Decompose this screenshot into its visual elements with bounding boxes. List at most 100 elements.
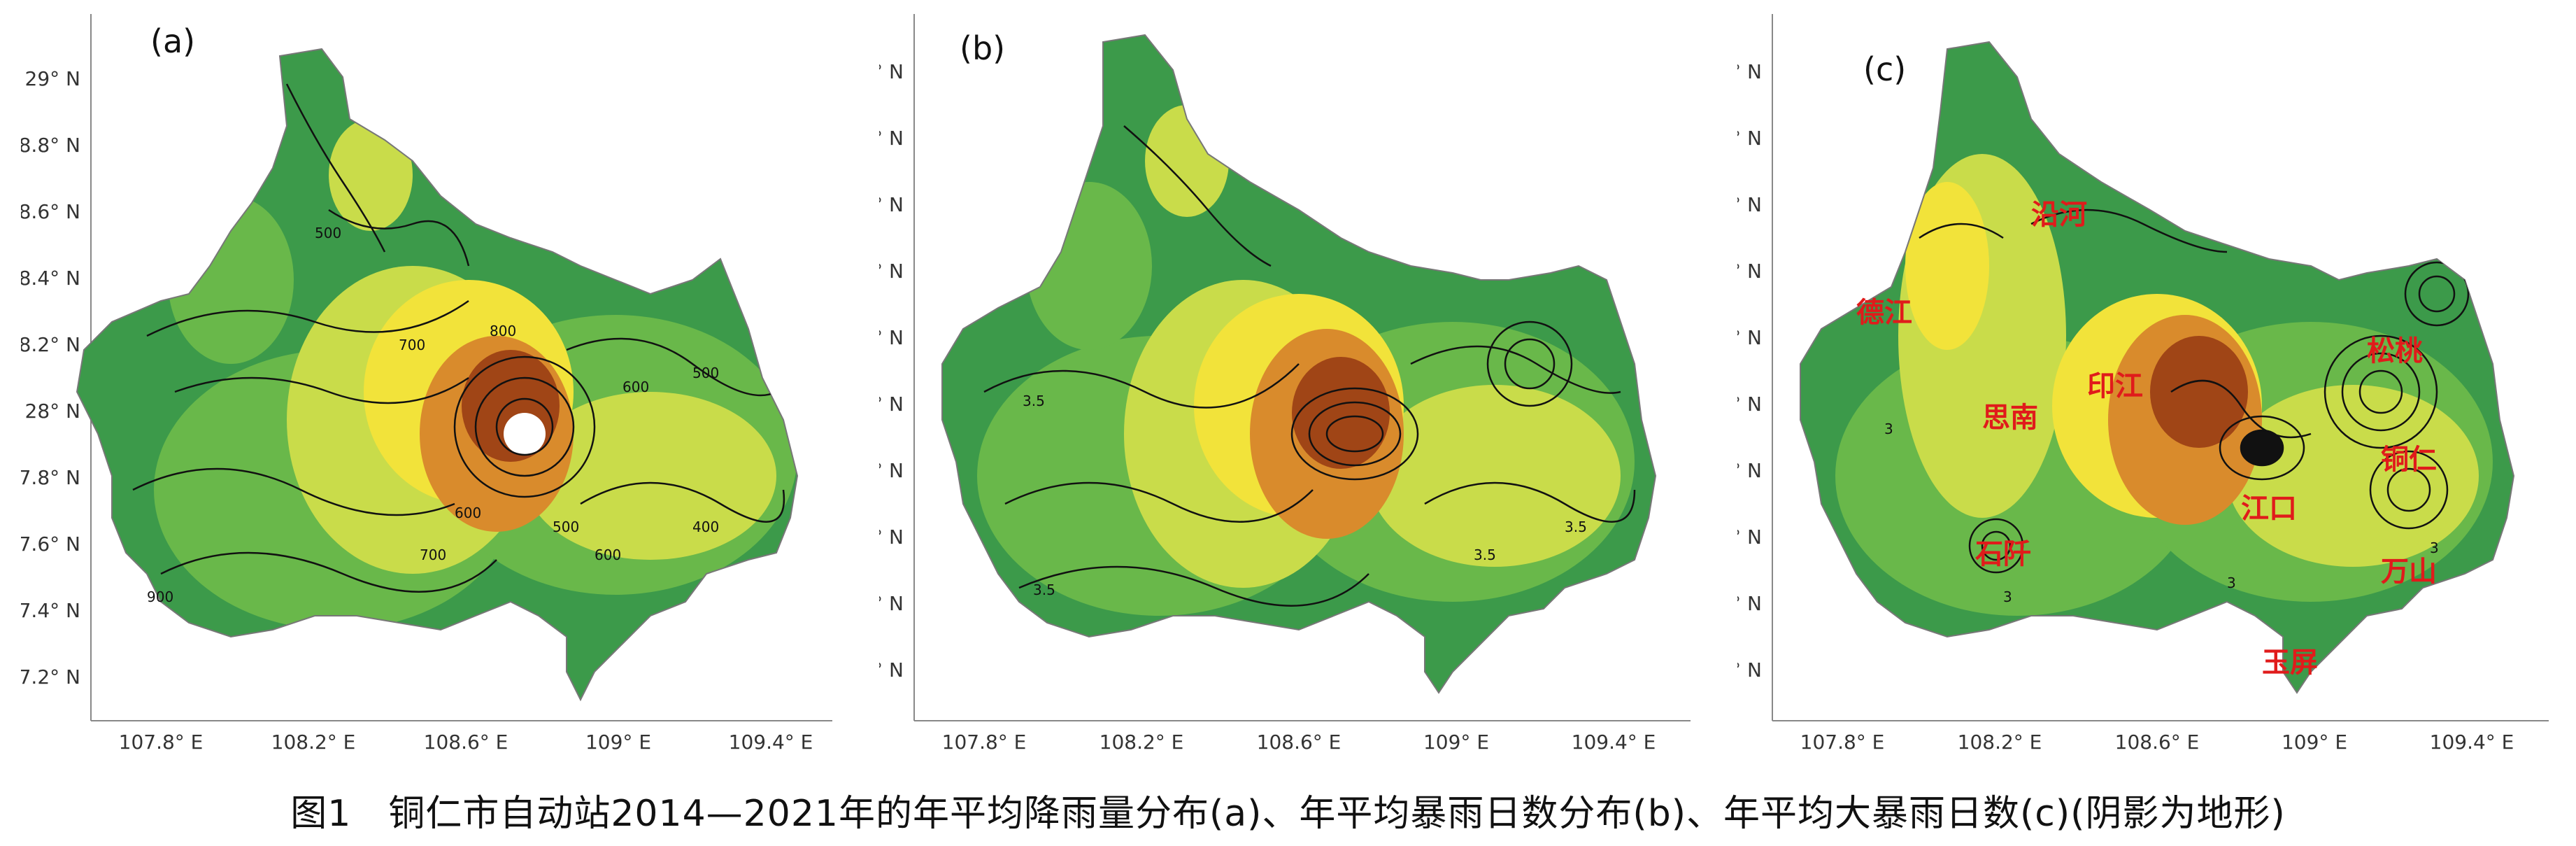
heavy-rainstorm-contours [1919, 209, 2470, 574]
contour-label: 700 [420, 547, 446, 563]
panel-label: (c) [1863, 50, 1906, 88]
contour-label: 500 [692, 365, 719, 381]
contour-label: 600 [455, 505, 481, 521]
contour-label: 3.5 [1474, 547, 1496, 563]
county-label: 思南 [1982, 401, 2038, 434]
y-axis: 29° N 28.8° N 28.6° N 28.4° N 28.2° N 28… [879, 14, 915, 721]
county-label: 江口 [2241, 492, 2297, 525]
y-tick-label: 27.2° N [1737, 658, 1762, 682]
y-tick-label: 29° N [879, 60, 904, 83]
y-tick-label: 28.8° N [1737, 127, 1762, 150]
y-tick-label: 28.8° N [21, 134, 80, 157]
x-tick-label: 109.4° E [729, 731, 813, 754]
terrain-shading [1800, 42, 2514, 693]
county-label: 万山 [2381, 555, 2437, 588]
y-tick-label: 27.6° N [879, 526, 904, 549]
x-axis: 107.8° E 108.2° E 108.6° E 109° E 109.4°… [91, 720, 832, 754]
y-tick-label: 27.8° N [21, 466, 80, 489]
y-tick-label: 27.2° N [879, 658, 904, 682]
y-tick-label: 28.6° N [1737, 193, 1762, 216]
x-tick-label: 108.2° E [1100, 731, 1184, 754]
terrain-shading [77, 49, 797, 700]
rainstorm-day-contours [983, 125, 1636, 607]
figure-caption: 图1 铜仁市自动站2014—2021年的年平均降雨量分布(a)、年平均暴雨日数分… [290, 793, 2286, 835]
contour-label: 3.5 [1565, 519, 1587, 535]
y-tick-label: 28.2° N [879, 326, 904, 349]
panel-c-heavy-rainstorm-days-map: 29° N 28.8° N 28.6° N 28.4° N 28.2° N 28… [1737, 0, 2570, 763]
x-axis: 107.8° E 108.2° E 108.6° E 109° E 109.4°… [914, 720, 1691, 754]
y-tick-label: 27.6° N [1737, 526, 1762, 549]
contour-label: 3 [2430, 540, 2439, 556]
contour-label: 3.5 [1023, 393, 1045, 409]
county-label: 印江 [2087, 369, 2143, 402]
y-axis: 29° N 28.8° N 28.6° N 28.4° N 28.2° N 28… [21, 14, 92, 721]
contour-label: 3 [2003, 588, 2012, 605]
county-label: 沿河 [2031, 198, 2087, 231]
x-tick-label: 107.8° E [942, 731, 1027, 754]
panel-label: (b) [960, 29, 1005, 67]
y-tick-label: 27.4° N [879, 592, 904, 615]
y-tick-label: 28° N [25, 400, 80, 423]
contour-label: 600 [622, 379, 649, 395]
y-tick-label: 28.2° N [1737, 326, 1762, 349]
y-tick-label: 28° N [879, 393, 904, 416]
x-tick-label: 108.2° E [1958, 731, 2042, 754]
y-tick-label: 27.4° N [21, 599, 80, 622]
contour-label: 800 [490, 323, 516, 339]
panel-b-svg: 29° N 28.8° N 28.6° N 28.4° N 28.2° N 28… [879, 14, 1691, 754]
contour-labels: 3 3 3 3 [1884, 421, 2439, 605]
contour-labels: 800 700 500 600 600 700 900 500 600 400 … [147, 225, 719, 605]
panel-c-svg: 29° N 28.8° N 28.6° N 28.4° N 28.2° N 28… [1737, 14, 2549, 754]
x-tick-label: 109.4° E [2430, 731, 2514, 754]
y-tick-label: 28° N [1737, 393, 1762, 416]
terrain-shading [942, 35, 1656, 693]
y-tick-label: 28.6° N [21, 200, 80, 223]
x-tick-label: 107.8° E [1800, 731, 1885, 754]
panel-a-svg: 29° N 28.8° N 28.6° N 28.4° N 28.2° N 28… [21, 14, 832, 754]
contour-label: 600 [595, 547, 621, 563]
y-tick-label: 28.4° N [1737, 260, 1762, 283]
y-tick-label: 27.6° N [21, 533, 80, 556]
panel-b-rainstorm-days-map: 29° N 28.8° N 28.6° N 28.4° N 28.2° N 28… [879, 0, 1712, 763]
county-label: 石阡 [1975, 537, 2031, 570]
contour-label: 700 [399, 337, 425, 353]
y-tick-label: 29° N [1737, 60, 1762, 83]
county-label: 铜仁 [2381, 443, 2437, 476]
y-tick-label: 27.8° N [879, 459, 904, 482]
contour-label: 3 [1884, 421, 1893, 437]
x-tick-label: 108.6° E [424, 731, 508, 754]
x-tick-label: 109.4° E [1572, 731, 1656, 754]
contour-label: 400 [692, 519, 719, 535]
y-tick-label: 29° N [25, 67, 80, 90]
contour-labels: 3.5 3.5 3.5 3.5 [1023, 393, 1587, 598]
x-tick-label: 108.2° E [271, 731, 356, 754]
county-label: 松桃 [2367, 334, 2423, 367]
y-tick-label: 28.6° N [879, 193, 904, 216]
panel-label: (a) [150, 22, 195, 60]
x-tick-label: 107.8° E [119, 731, 204, 754]
contour-label: 900 [147, 588, 173, 605]
y-tick-label: 27.4° N [1737, 592, 1762, 615]
panel-a-annual-rainfall-map: 29° N 28.8° N 28.6° N 28.4° N 28.2° N 28… [21, 0, 853, 763]
x-tick-label: 108.6° E [1257, 731, 1342, 754]
y-tick-label: 27.2° N [21, 665, 80, 689]
y-axis: 29° N 28.8° N 28.6° N 28.4° N 28.2° N 28… [1737, 14, 1773, 721]
x-tick-label: 109° E [2282, 731, 2347, 754]
y-tick-label: 28.2° N [21, 333, 80, 356]
county-label: 德江 [1856, 296, 1912, 329]
rainfall-contours [132, 83, 785, 593]
x-tick-label: 109° E [1423, 731, 1489, 754]
y-tick-label: 27.8° N [1737, 459, 1762, 482]
y-tick-label: 28.4° N [879, 260, 904, 283]
contour-label: 500 [315, 225, 341, 241]
county-labels: 沿河 德江 印江 思南 松桃 铜仁 江口 石阡 万山 玉屏 [1856, 198, 2437, 679]
y-tick-label: 28.4° N [21, 267, 80, 290]
y-tick-label: 28.8° N [879, 127, 904, 150]
x-axis: 107.8° E 108.2° E 108.6° E 109° E 109.4°… [1772, 720, 2549, 754]
contour-label: 3.5 [1033, 581, 1055, 598]
x-tick-label: 109° E [585, 731, 651, 754]
county-label: 玉屏 [2262, 646, 2318, 679]
contour-label: 500 [553, 519, 579, 535]
x-tick-label: 108.6° E [2115, 731, 2200, 754]
contour-label: 3 [2227, 574, 2236, 591]
